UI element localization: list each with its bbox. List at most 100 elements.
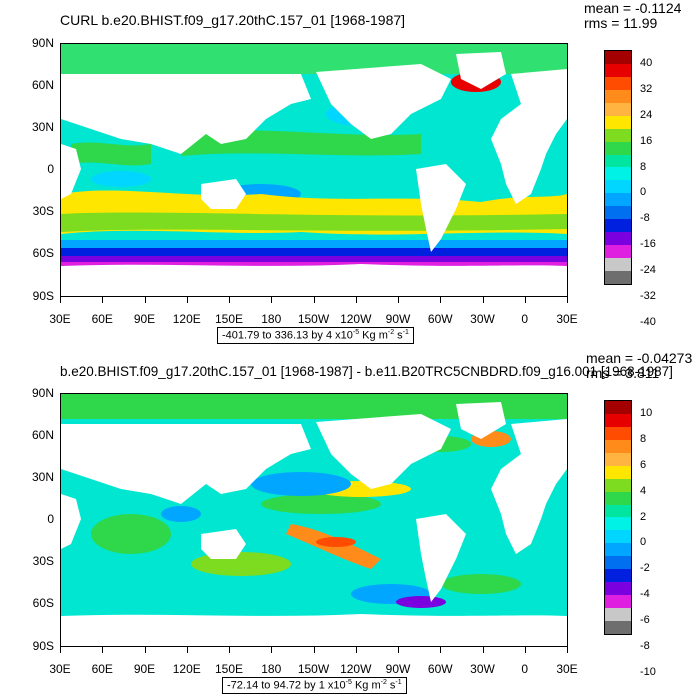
- lon-tick: [398, 297, 399, 303]
- colorbar-label: -32: [640, 289, 656, 302]
- lon-label: 30E: [556, 312, 578, 326]
- blue-patch: [91, 171, 151, 187]
- colorbar-label: -24: [640, 264, 656, 277]
- lon-tick: [524, 297, 526, 303]
- colorbar-segment: [605, 245, 631, 258]
- green-patch: [261, 494, 381, 514]
- colorbar-label: 24: [640, 108, 653, 121]
- colorbar-segment: [605, 530, 631, 544]
- antarctica: [61, 264, 567, 296]
- lon-label: 30W: [470, 662, 495, 676]
- lon-label: 60W: [427, 662, 453, 676]
- eurasia: [61, 424, 311, 504]
- range-text: -72.14 to 94.72 by 1 x10: [227, 679, 346, 692]
- colorbar-segment: [605, 556, 631, 570]
- colorbar-segment: [605, 491, 631, 505]
- acc-band-1: [61, 240, 567, 248]
- panel-2-map: [60, 393, 568, 647]
- red-streak: [316, 537, 356, 547]
- africa-europe: [491, 69, 567, 204]
- lon-label: 60W: [427, 312, 453, 326]
- range-s: s: [394, 329, 403, 342]
- lon-label: 120W: [340, 312, 372, 326]
- colorbar-label: 0: [640, 186, 647, 199]
- colorbar-label: -10: [640, 665, 656, 678]
- blue-patch: [251, 472, 351, 496]
- range-text: -401.79 to 336.13 by 4 x10: [222, 329, 353, 342]
- lon-label: 150E: [214, 662, 244, 676]
- lon-tick: [440, 647, 442, 653]
- panel-1-map: [60, 43, 568, 297]
- colorbar-segment: [605, 608, 631, 621]
- lon-tick: [186, 297, 188, 303]
- lon-label: 180: [261, 312, 282, 326]
- colorbar-label: -2: [640, 562, 650, 575]
- africa-left: [61, 144, 81, 199]
- colorbar-segment: [605, 128, 631, 142]
- panel-2-colorbar: [604, 400, 632, 635]
- green-patch: [91, 514, 171, 554]
- colorbar-label: 2: [640, 510, 647, 523]
- lon-label: 150W: [297, 312, 330, 326]
- lat-label: 90S: [32, 639, 54, 653]
- panel-1-range-box: -401.79 to 336.13 by 4 x10-5 Kg m-2 s-1: [217, 327, 414, 344]
- colorbar-segment: [605, 89, 631, 103]
- panel-2-mean: mean = -0.04273: [586, 350, 693, 366]
- colorbar-segment: [605, 270, 631, 284]
- colorbar-segment: [605, 504, 631, 518]
- range-exp2: -2: [380, 679, 387, 686]
- colorbar-segment: [605, 154, 631, 168]
- colorbar-segment: [605, 595, 631, 608]
- panel-2-rms: rms = 3.811: [586, 365, 660, 381]
- panel-2-map-svg: [61, 394, 567, 646]
- lon-label: 120E: [172, 662, 201, 676]
- south-america: [416, 514, 466, 602]
- colorbar-segment: [605, 193, 631, 207]
- lat-label: 30S: [32, 204, 54, 218]
- colorbar-label: 8: [640, 160, 647, 173]
- panel-1-mean: mean = -0.1124: [584, 0, 682, 16]
- africa-left: [61, 494, 81, 549]
- range-exp: -5: [345, 679, 352, 686]
- colorbar-segment: [605, 413, 631, 427]
- lon-label: 120E: [172, 312, 201, 326]
- colorbar-label: -6: [640, 614, 650, 627]
- lat-label: 90S: [32, 289, 54, 303]
- lat-label: 30N: [31, 120, 54, 134]
- purple-patch: [396, 596, 446, 608]
- lon-label: 0: [521, 662, 529, 676]
- colorbar-label: -16: [640, 238, 656, 251]
- lon-tick: [398, 647, 399, 653]
- panel-1-map-svg: [61, 44, 567, 296]
- colorbar-segment: [605, 543, 631, 557]
- lon-tick: [186, 647, 188, 653]
- lon-label: 30E: [49, 662, 71, 676]
- acc-band-2: [61, 248, 567, 256]
- south-america: [416, 164, 466, 252]
- range-s: s: [386, 679, 396, 692]
- colorbar-segment: [605, 102, 631, 116]
- colorbar-segment: [605, 167, 631, 181]
- southern-green-band: [61, 212, 567, 232]
- range-exp: -5: [352, 329, 360, 336]
- colorbar-segment: [605, 426, 631, 440]
- lat-label: 60S: [32, 246, 54, 260]
- colorbar-label: 16: [640, 134, 653, 147]
- colorbar-segment: [605, 620, 631, 634]
- colorbar-segment: [605, 115, 631, 129]
- lon-label: 90E: [133, 662, 156, 676]
- lon-label: 30W: [470, 312, 495, 326]
- colorbar-label: 10: [640, 406, 653, 419]
- lon-tick: [271, 647, 273, 653]
- colorbar-segment: [605, 206, 631, 220]
- colorbar-segment: [605, 401, 631, 414]
- lon-tick: [60, 297, 61, 303]
- colorbar-segment: [605, 517, 631, 531]
- lon-label: 90W: [385, 312, 411, 326]
- lon-tick: [271, 297, 273, 303]
- acc-band-4: [61, 262, 567, 266]
- lon-tick: [440, 297, 442, 303]
- lon-tick: [482, 297, 484, 303]
- continents: [61, 402, 567, 646]
- colorbar-segment: [605, 258, 631, 271]
